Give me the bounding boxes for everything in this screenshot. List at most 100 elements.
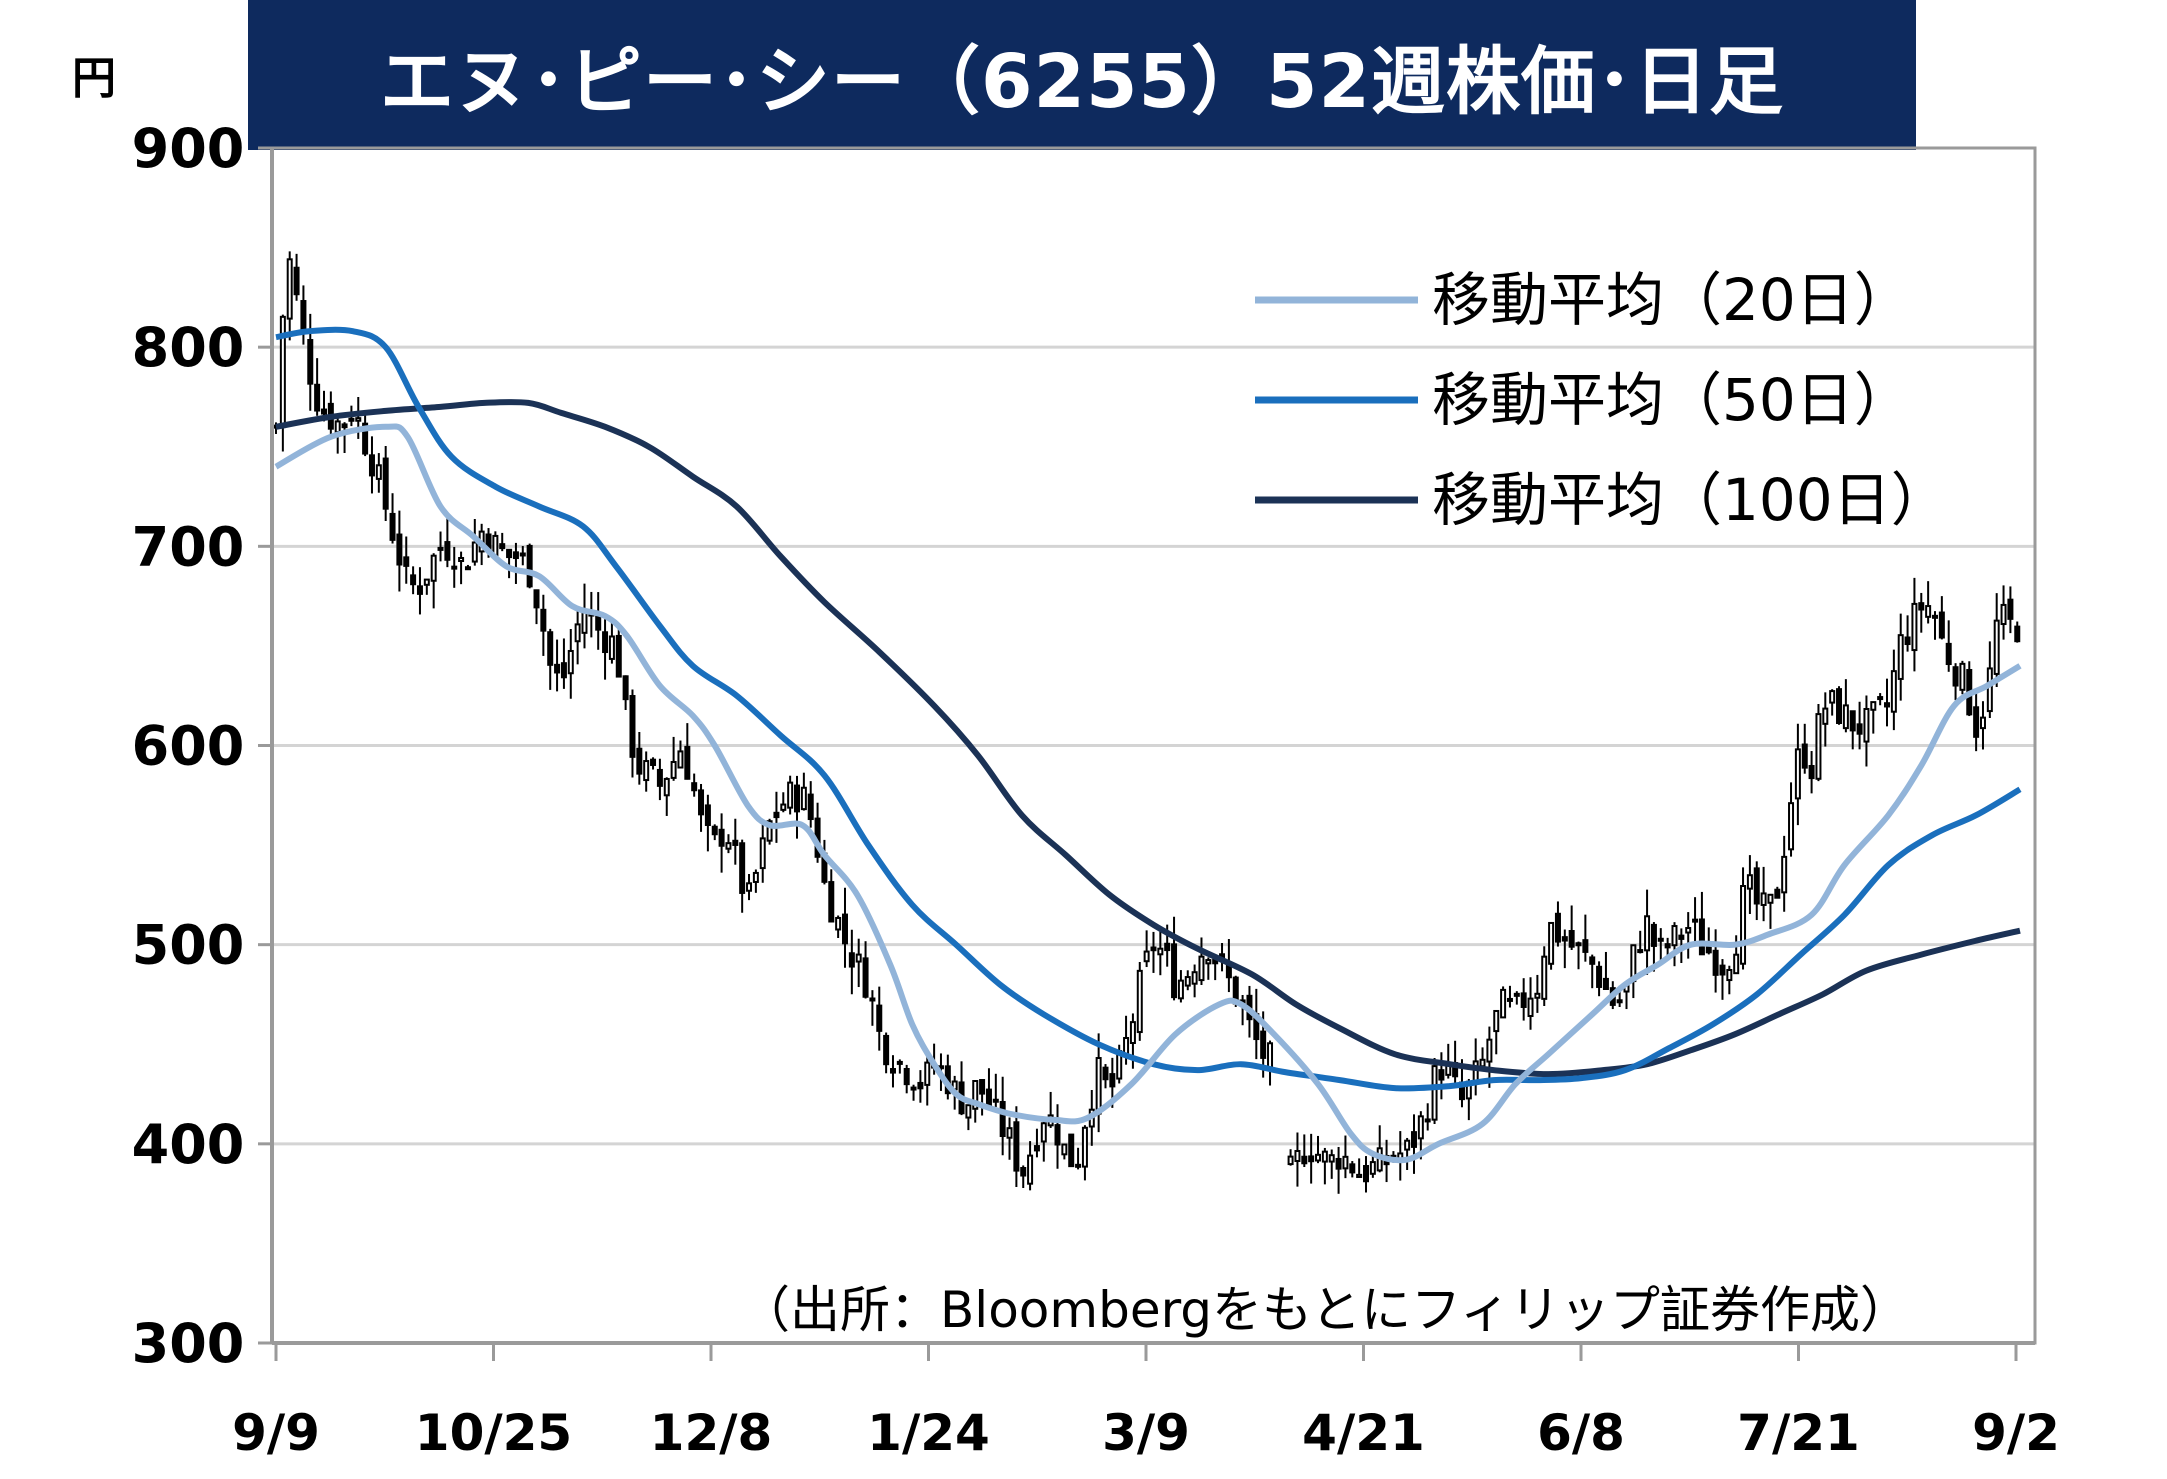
candle-body bbox=[677, 750, 684, 769]
chart-title-bar: エヌ･ピー･シー（6255）52週株価･日足 bbox=[248, 0, 1916, 150]
candle-body bbox=[1424, 1118, 1431, 1123]
candle-body bbox=[341, 423, 348, 429]
candle-body bbox=[896, 1060, 903, 1065]
candle-body bbox=[1863, 708, 1870, 743]
candle-body bbox=[794, 784, 801, 813]
candle-body bbox=[416, 585, 423, 595]
candle-body bbox=[780, 803, 787, 811]
candle-body bbox=[2007, 598, 2014, 620]
candle-body bbox=[1033, 1145, 1040, 1152]
candle-body bbox=[1294, 1150, 1301, 1163]
candle-body bbox=[828, 881, 835, 923]
candle-body bbox=[615, 634, 622, 678]
candle-body bbox=[1856, 723, 1863, 735]
candle-body bbox=[910, 1086, 917, 1091]
candle-body bbox=[314, 383, 321, 412]
candle-body bbox=[684, 745, 691, 780]
candle-body bbox=[608, 635, 615, 660]
candle-body bbox=[1260, 1030, 1267, 1059]
candle-body bbox=[2000, 603, 2007, 626]
candle-body bbox=[985, 1088, 992, 1108]
legend-label-ma100: 移動平均（100日） bbox=[1432, 466, 1949, 534]
candle-body bbox=[1959, 662, 1966, 691]
candle-body bbox=[1657, 937, 1664, 942]
candle-body bbox=[999, 1101, 1006, 1138]
candle-body bbox=[800, 786, 807, 811]
candle-body bbox=[841, 913, 848, 945]
candle-body bbox=[629, 695, 636, 758]
y-tick-label-400: 400 bbox=[132, 1113, 245, 1176]
candle-body bbox=[519, 552, 526, 557]
candle-body bbox=[1616, 999, 1623, 1004]
candle-body bbox=[300, 300, 307, 333]
candle-body bbox=[1438, 1069, 1445, 1081]
x-tick-label-7: 7/21 bbox=[1737, 1404, 1860, 1462]
candle-body bbox=[1040, 1122, 1047, 1143]
candle-body bbox=[1486, 1038, 1493, 1063]
candle-body bbox=[1520, 992, 1527, 1008]
x-tick-label-1: 10/25 bbox=[415, 1404, 572, 1462]
candle-body bbox=[766, 820, 773, 842]
candle-body bbox=[1164, 942, 1171, 952]
candle-body bbox=[362, 422, 369, 455]
candle-body bbox=[1479, 1058, 1486, 1068]
candle-body bbox=[1534, 992, 1541, 999]
candle-body bbox=[1671, 925, 1678, 947]
candle-body bbox=[848, 952, 855, 968]
candle-body bbox=[1198, 955, 1205, 982]
candle-body bbox=[1068, 1133, 1075, 1168]
candle-body bbox=[1356, 1173, 1363, 1178]
candle-body bbox=[1938, 611, 1945, 639]
candle-body bbox=[739, 842, 746, 894]
candle-body bbox=[698, 789, 705, 816]
candle-body bbox=[1781, 855, 1788, 894]
candle-body bbox=[876, 1004, 883, 1032]
candlesticks bbox=[273, 251, 2021, 1194]
candle-body bbox=[1918, 602, 1925, 611]
candle-body bbox=[1554, 912, 1561, 943]
candle-body bbox=[533, 589, 540, 609]
candle-body bbox=[1321, 1150, 1328, 1163]
candle-body bbox=[1027, 1154, 1034, 1185]
candle-body bbox=[1548, 921, 1555, 965]
candle-body bbox=[1664, 943, 1671, 949]
candle-body bbox=[1904, 636, 1911, 646]
candle-body bbox=[1890, 670, 1897, 713]
candle-body bbox=[1171, 943, 1178, 999]
candle-body bbox=[1650, 923, 1657, 947]
candle-body bbox=[711, 825, 718, 836]
candle-body bbox=[307, 339, 314, 385]
candle-body bbox=[574, 623, 581, 643]
candle-body bbox=[773, 811, 780, 819]
candle-body bbox=[1061, 1143, 1068, 1156]
y-tick-label-600: 600 bbox=[132, 715, 245, 778]
candle-body bbox=[1808, 765, 1815, 780]
candle-body bbox=[410, 574, 417, 586]
candle-body bbox=[423, 578, 430, 586]
candle-body bbox=[917, 1081, 924, 1090]
candle-body bbox=[430, 554, 437, 582]
x-tick-label-2: 12/8 bbox=[650, 1404, 773, 1462]
candle-body bbox=[1342, 1155, 1349, 1170]
candle-body bbox=[1842, 704, 1849, 730]
candle-body bbox=[1129, 1021, 1136, 1044]
x-tick-label-3: 1/24 bbox=[867, 1404, 990, 1462]
candle-body bbox=[656, 768, 663, 787]
candle-body bbox=[451, 565, 458, 570]
candle-body bbox=[1081, 1126, 1088, 1168]
candle-body bbox=[1993, 619, 2000, 675]
candle-body bbox=[1726, 968, 1733, 982]
candle-body bbox=[862, 957, 869, 998]
candle-body bbox=[1308, 1155, 1315, 1163]
candle-body bbox=[506, 548, 513, 559]
candle-body bbox=[471, 541, 478, 563]
candle-body bbox=[348, 417, 355, 422]
candle-body bbox=[1760, 892, 1767, 906]
candle-body bbox=[1644, 915, 1651, 952]
candle-body bbox=[889, 1068, 896, 1074]
candle-body bbox=[1349, 1163, 1356, 1174]
candle-body bbox=[602, 631, 609, 654]
candle-body bbox=[1184, 976, 1191, 987]
candle-body bbox=[1836, 688, 1843, 724]
source-note: （出所：Bloombergをもとにフィリップ証券作成） bbox=[740, 1281, 1910, 1339]
